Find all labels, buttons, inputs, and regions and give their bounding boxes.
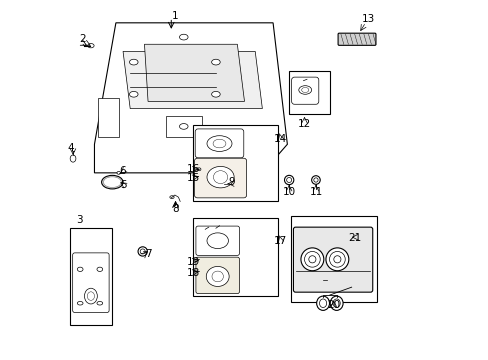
Text: 17: 17 (273, 236, 286, 246)
Ellipse shape (313, 178, 317, 182)
Ellipse shape (212, 271, 223, 282)
Text: 14: 14 (273, 134, 286, 144)
Ellipse shape (179, 123, 188, 129)
Text: 12: 12 (297, 119, 310, 129)
Ellipse shape (286, 177, 291, 183)
Text: 21: 21 (347, 233, 361, 243)
Ellipse shape (332, 299, 340, 307)
Text: 7: 7 (144, 249, 151, 259)
Ellipse shape (129, 59, 138, 65)
Ellipse shape (213, 171, 227, 184)
Ellipse shape (206, 136, 231, 152)
Ellipse shape (298, 86, 311, 94)
Ellipse shape (211, 59, 220, 65)
Polygon shape (98, 98, 119, 137)
Text: 15: 15 (187, 173, 200, 183)
Text: 20: 20 (326, 300, 340, 310)
Text: 8: 8 (172, 204, 179, 214)
Ellipse shape (197, 168, 201, 171)
FancyBboxPatch shape (196, 226, 239, 255)
Ellipse shape (300, 248, 323, 271)
Ellipse shape (102, 175, 123, 189)
FancyBboxPatch shape (195, 129, 244, 158)
Polygon shape (94, 23, 287, 173)
Ellipse shape (221, 182, 227, 186)
Ellipse shape (77, 301, 83, 305)
Ellipse shape (97, 267, 102, 271)
Text: 13: 13 (362, 14, 375, 24)
Text: 19: 19 (187, 257, 200, 267)
Ellipse shape (304, 251, 320, 267)
Ellipse shape (206, 166, 234, 188)
Ellipse shape (87, 44, 94, 48)
Ellipse shape (325, 248, 348, 271)
Bar (192, 125, 278, 202)
Ellipse shape (103, 177, 121, 188)
Text: 11: 11 (309, 187, 322, 197)
Ellipse shape (206, 266, 229, 287)
FancyBboxPatch shape (293, 227, 372, 292)
FancyBboxPatch shape (73, 253, 109, 312)
Ellipse shape (213, 139, 225, 148)
Ellipse shape (301, 87, 308, 93)
Ellipse shape (169, 196, 174, 199)
Text: 9: 9 (228, 177, 235, 187)
Ellipse shape (311, 176, 320, 184)
Polygon shape (144, 44, 244, 102)
Ellipse shape (70, 155, 76, 162)
Polygon shape (165, 116, 201, 137)
FancyBboxPatch shape (291, 77, 318, 104)
Text: 18: 18 (187, 268, 200, 278)
FancyBboxPatch shape (196, 257, 239, 294)
Text: 2: 2 (80, 34, 86, 44)
Text: 16: 16 (187, 163, 200, 174)
FancyBboxPatch shape (194, 158, 246, 198)
Ellipse shape (84, 288, 97, 304)
Ellipse shape (138, 247, 147, 256)
Text: 3: 3 (76, 215, 82, 225)
Ellipse shape (129, 91, 138, 97)
Ellipse shape (87, 292, 94, 300)
Ellipse shape (284, 175, 293, 185)
Text: 1: 1 (171, 11, 178, 21)
Text: 5: 5 (120, 180, 127, 190)
Bar (70, 228, 112, 325)
Text: 4: 4 (67, 143, 74, 153)
Bar (192, 218, 278, 296)
Polygon shape (123, 51, 262, 109)
Ellipse shape (117, 171, 121, 174)
Ellipse shape (308, 256, 315, 263)
Text: 6: 6 (120, 166, 126, 176)
FancyBboxPatch shape (337, 33, 375, 45)
Polygon shape (244, 126, 265, 155)
Ellipse shape (206, 233, 228, 249)
Ellipse shape (316, 296, 329, 310)
Ellipse shape (333, 256, 340, 263)
Ellipse shape (179, 34, 188, 40)
Bar (290, 216, 376, 302)
Ellipse shape (211, 91, 220, 97)
Ellipse shape (319, 299, 326, 307)
Ellipse shape (97, 301, 102, 305)
Ellipse shape (329, 251, 345, 267)
Bar (288, 71, 329, 114)
Ellipse shape (77, 267, 83, 271)
Ellipse shape (140, 249, 145, 254)
Text: 10: 10 (283, 187, 296, 197)
Ellipse shape (329, 296, 343, 310)
